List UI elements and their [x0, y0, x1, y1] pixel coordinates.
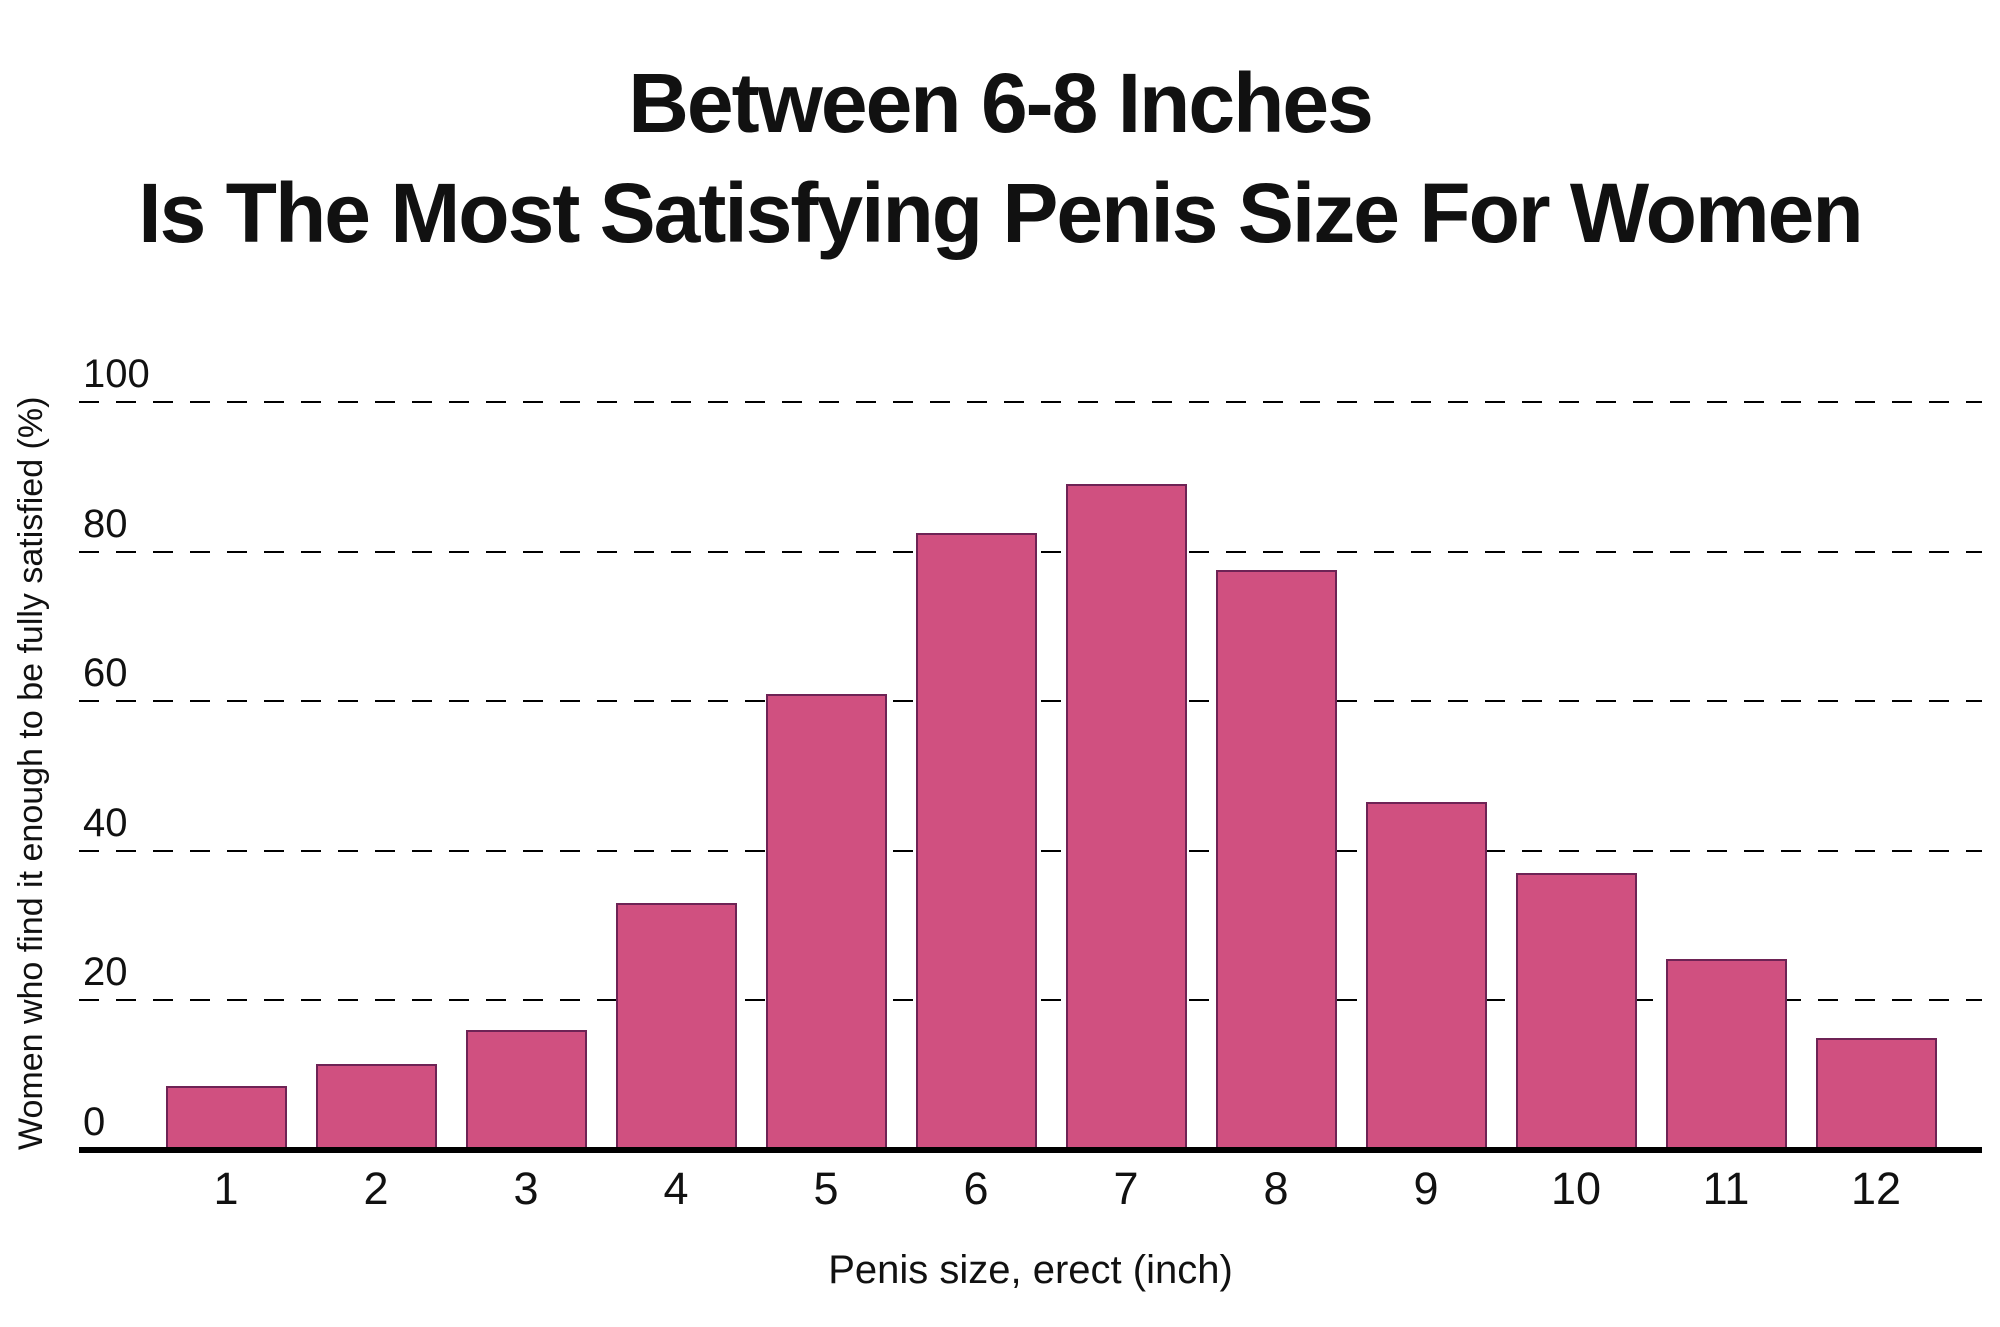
y-axis-label: Women who find it enough to be fully sat…	[12, 396, 50, 1150]
bar-6in	[915, 532, 1037, 1150]
bar-8in	[1215, 570, 1337, 1150]
bar-9in	[1365, 802, 1487, 1150]
bar-7in	[1065, 484, 1187, 1150]
x-tick-label-6: 6	[963, 1163, 989, 1214]
bar-1in	[165, 1086, 287, 1150]
x-tick-label-10: 10	[1550, 1163, 1602, 1214]
bar-5in	[765, 693, 887, 1150]
chart-title: Between 6-8 Inches Is The Most Satisfyin…	[0, 48, 2000, 268]
gridline-100	[79, 401, 1982, 403]
x-tick-label-5: 5	[813, 1163, 839, 1214]
y-tick-label-60: 60	[83, 651, 128, 696]
x-tick-label-2: 2	[363, 1163, 389, 1214]
y-tick-label-20: 20	[83, 950, 128, 995]
bar-10in	[1515, 873, 1637, 1150]
y-tick-label-0: 0	[83, 1100, 106, 1144]
x-tick-label-11: 11	[1702, 1163, 1750, 1214]
x-tick-label-12: 12	[1850, 1163, 1902, 1214]
x-tick-label-8: 8	[1263, 1163, 1289, 1214]
bar-4in	[615, 903, 737, 1150]
x-tick-label-1: 1	[213, 1163, 239, 1214]
bar-3in	[465, 1030, 587, 1150]
x-tick-label-4: 4	[663, 1163, 689, 1214]
bar-12in	[1815, 1037, 1937, 1150]
bar-2in	[315, 1063, 437, 1150]
x-axis-label: Penis size, erect (inch)	[828, 1248, 1233, 1292]
y-tick-label-40: 40	[83, 800, 128, 845]
x-tick-label-9: 9	[1413, 1163, 1439, 1214]
y-tick-label-100: 100	[83, 352, 150, 396]
x-tick-label-7: 7	[1113, 1163, 1139, 1214]
bar-11in	[1665, 959, 1787, 1150]
x-axis-line	[79, 1147, 1982, 1153]
chart-title-line-1: Between 6-8 Inches	[628, 56, 1374, 150]
y-tick-label-80: 80	[83, 501, 128, 546]
chart-title-line-2: Is The Most Satisfying Penis Size For Wo…	[138, 166, 1863, 260]
x-tick-label-3: 3	[513, 1163, 539, 1214]
plot-area: Penis size, erect (inch) 0 20 40 60 80 100 1 2 3…	[79, 354, 1982, 1292]
